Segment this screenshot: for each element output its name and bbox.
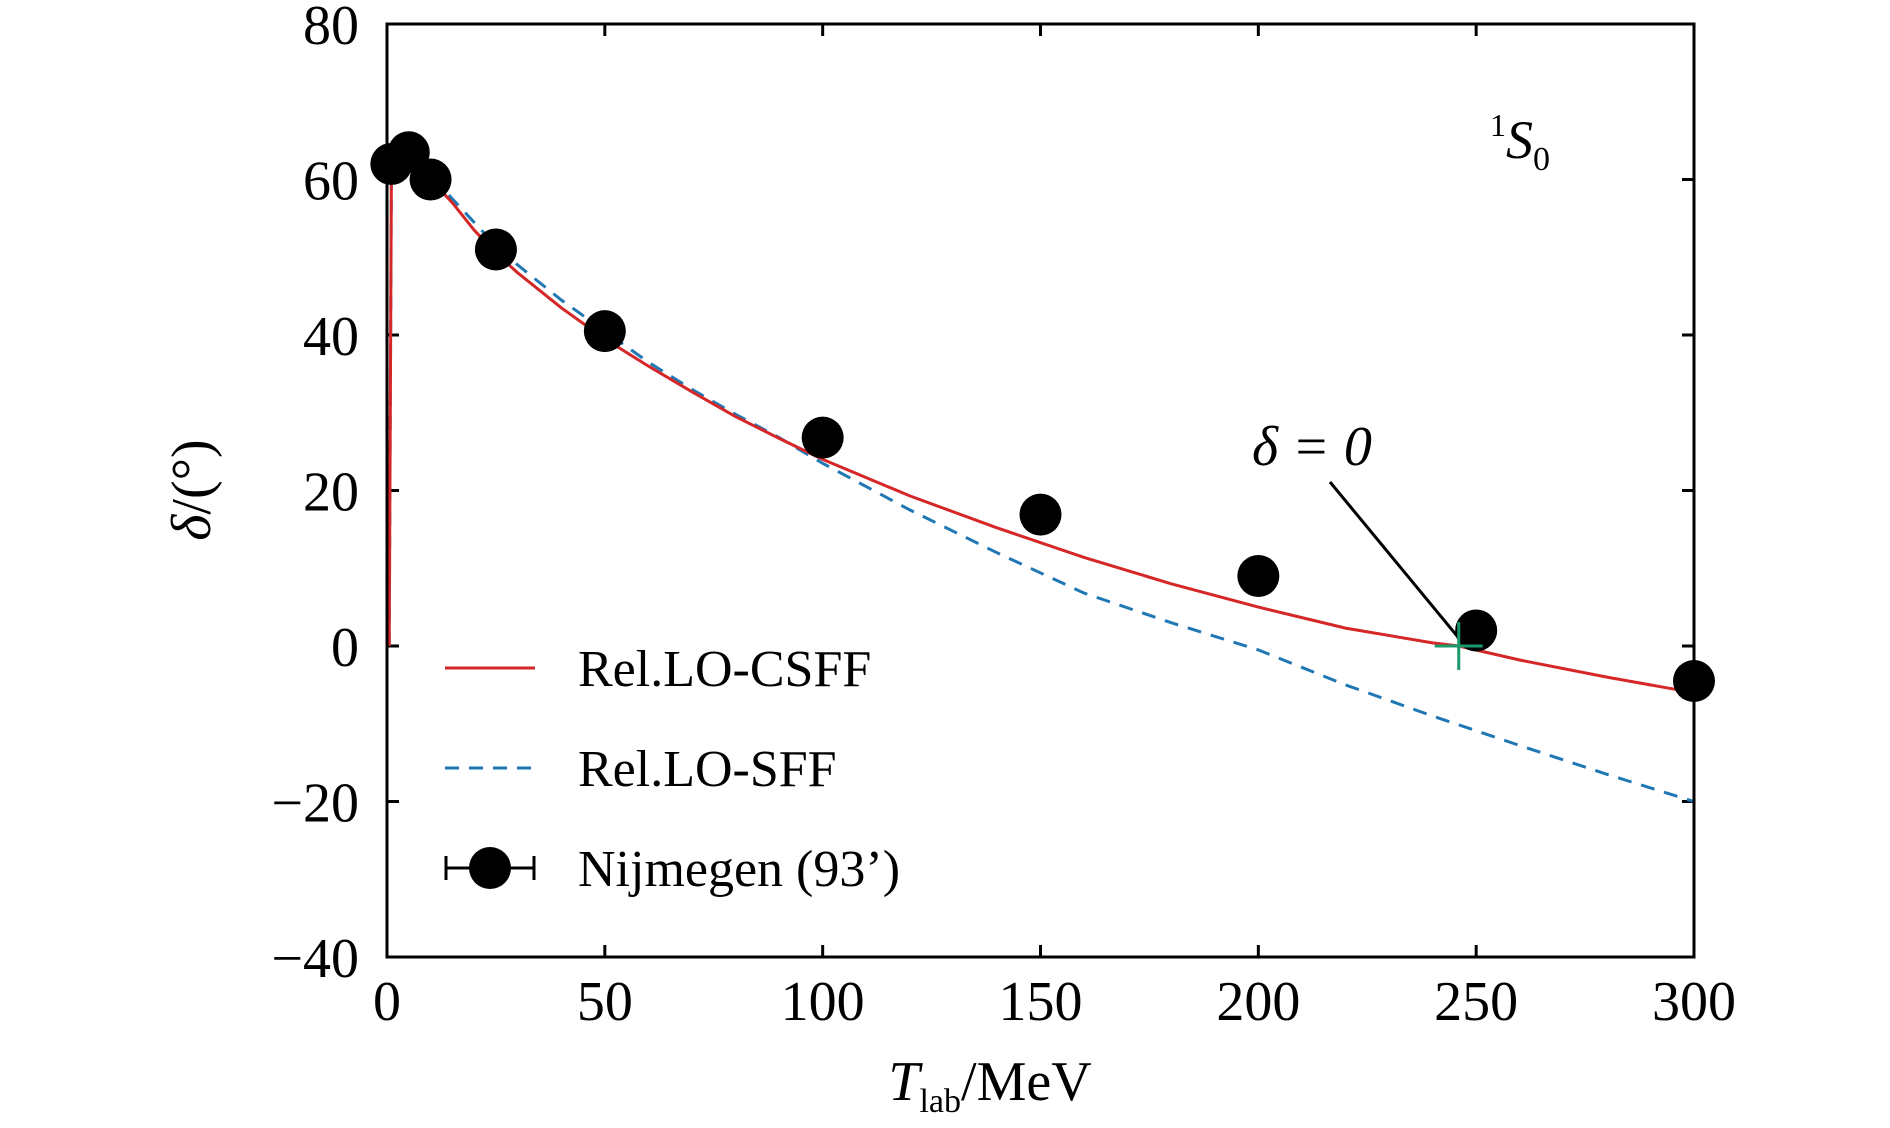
axis-ticks bbox=[385, 22, 1696, 959]
legend-label-rel-lo-csff: Rel.LO-CSFF bbox=[578, 641, 871, 698]
x-tick-label: 50 bbox=[577, 971, 633, 1033]
annotation-arrow bbox=[1328, 481, 1460, 639]
y-tick-label: 80 bbox=[303, 0, 359, 57]
y-tick-label: −40 bbox=[271, 928, 359, 990]
x-axis-label: Tlab/MeV bbox=[888, 1051, 1091, 1120]
data-point-nijmegen-93 bbox=[801, 416, 844, 459]
x-tick-label: 150 bbox=[999, 971, 1083, 1033]
x-axis-label-main: T bbox=[888, 1051, 923, 1113]
data-point-nijmegen-93 bbox=[474, 228, 517, 271]
y-tick-label: 60 bbox=[303, 151, 359, 213]
y-tick-label: 20 bbox=[303, 462, 359, 524]
y-axis-label: δ/(°) bbox=[161, 439, 223, 540]
series-line-rel-lo-csff bbox=[387, 158, 1695, 695]
panel-label-sup: 1 bbox=[1490, 107, 1506, 143]
series-line-rel-lo-sff bbox=[387, 158, 1695, 803]
data-point-nijmegen-93 bbox=[409, 158, 452, 201]
data-point-nijmegen-93 bbox=[1019, 493, 1062, 536]
zero-crossing-annotation: δ = 0 bbox=[1252, 416, 1372, 478]
data-point-nijmegen-93 bbox=[1237, 555, 1280, 598]
plot-frame bbox=[385, 22, 1696, 959]
panel-label: 1S0 bbox=[1490, 107, 1550, 178]
legend: Rel.LO-CSFF Rel.LO-SFF Nijmegen (93’) bbox=[444, 641, 900, 898]
legend-label-rel-lo-sff: Rel.LO-SFF bbox=[578, 741, 837, 798]
y-tick-labels: −40 −20 0 20 40 60 80 bbox=[271, 0, 359, 990]
x-axis-label-sub: lab bbox=[919, 1083, 961, 1120]
plot-series bbox=[370, 131, 1715, 803]
y-axis-label-unit: /(°) bbox=[161, 439, 223, 514]
panel-label-main: S bbox=[1506, 110, 1533, 170]
x-tick-label: 300 bbox=[1652, 971, 1736, 1033]
zero-crossing-marker bbox=[1434, 622, 1483, 670]
data-point-nijmegen-93 bbox=[583, 310, 626, 353]
legend-marker-dot bbox=[469, 847, 511, 889]
y-tick-label: −20 bbox=[271, 773, 359, 835]
x-tick-label: 200 bbox=[1216, 971, 1300, 1033]
x-axis-label-unit: /MeV bbox=[961, 1051, 1092, 1113]
x-tick-label: 100 bbox=[781, 971, 865, 1033]
legend-label-nijmegen: Nijmegen (93’) bbox=[578, 841, 900, 898]
x-tick-label: 250 bbox=[1434, 971, 1518, 1033]
legend-swatch-nijmegen bbox=[444, 847, 536, 889]
y-axis-label-symbol: δ bbox=[161, 514, 223, 541]
panel-label-sub: 0 bbox=[1533, 141, 1550, 178]
x-tick-labels: 0 50 100 150 200 250 300 bbox=[373, 971, 1736, 1033]
y-tick-label: 40 bbox=[303, 306, 359, 368]
y-tick-label: 0 bbox=[331, 617, 359, 679]
data-point-nijmegen-93 bbox=[1455, 609, 1498, 652]
x-tick-label: 0 bbox=[373, 971, 401, 1033]
